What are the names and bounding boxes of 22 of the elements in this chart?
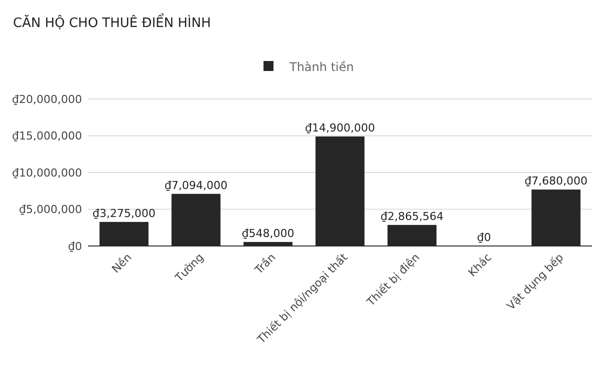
- bar: [532, 190, 580, 246]
- bar: [172, 194, 220, 246]
- y-tick-label: ₫10,000,000: [12, 166, 82, 180]
- text: ₫7,094,000: [164, 178, 228, 192]
- bar: [316, 136, 364, 246]
- y-tick-label: ₫5,000,000: [19, 203, 82, 216]
- x-tick-label: Nền: [109, 250, 134, 276]
- x-tick-label: Trần: [252, 250, 278, 278]
- text: ₫2,865,564: [380, 210, 444, 223]
- chart-title: CĂN HỘ CHO THUÊ ĐIỂN HÌNH: [13, 13, 211, 31]
- y-tick-label: ₫0: [68, 240, 82, 253]
- text: ₫0: [477, 231, 491, 244]
- y-tick-label: ₫20,000,000: [12, 92, 82, 106]
- y-tick-label: ₫15,000,000: [12, 130, 82, 143]
- text: ₫548,000: [242, 226, 294, 240]
- bar: [100, 222, 148, 246]
- bar: [388, 224, 436, 246]
- bar: [244, 242, 292, 246]
- text: ₫3,275,000: [92, 206, 156, 220]
- text: ₫14,900,000: [305, 121, 375, 134]
- legend-label: Thành tiền: [288, 60, 354, 74]
- text: ₫7,680,000: [524, 174, 588, 188]
